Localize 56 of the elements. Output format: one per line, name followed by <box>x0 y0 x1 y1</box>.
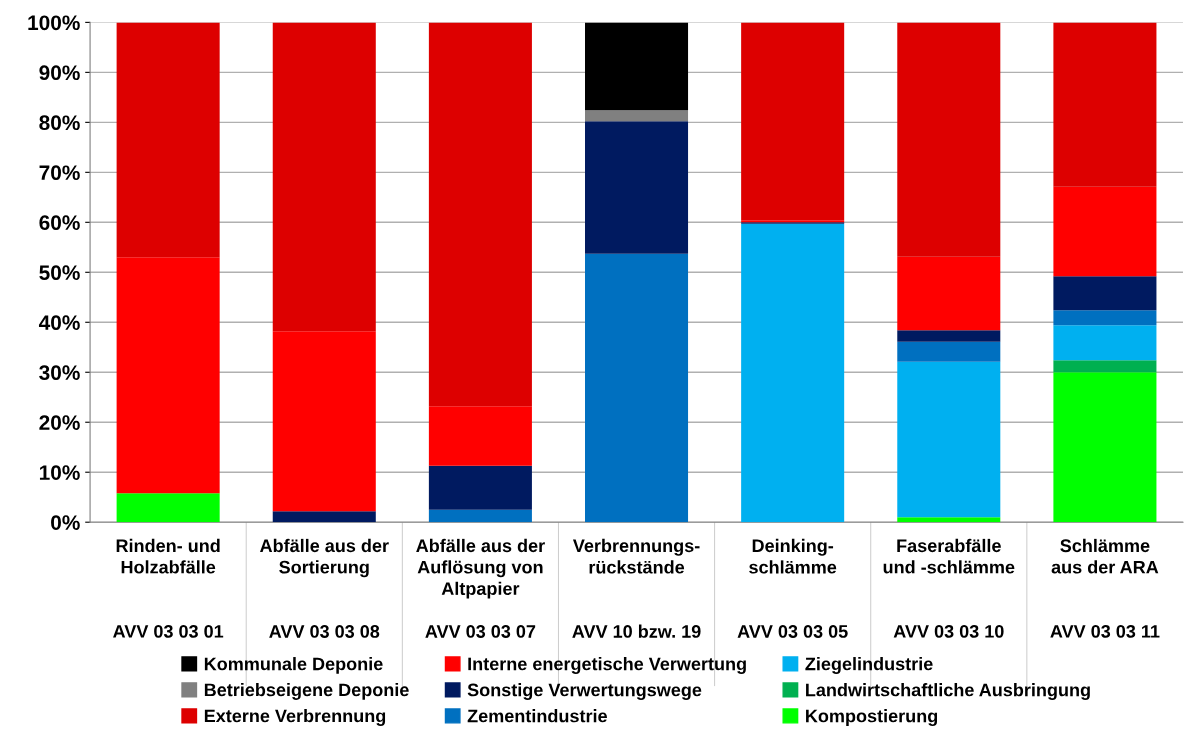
bar <box>897 330 1001 342</box>
bar <box>741 223 845 523</box>
y-tick-label: 20% <box>39 415 80 430</box>
bar <box>428 509 532 523</box>
category-label: Abfälle aus der Sortierung AVV 03 03 08 <box>260 538 389 638</box>
bar <box>116 493 220 523</box>
y-tick-label: 0% <box>51 515 80 530</box>
bar <box>585 253 689 523</box>
y-tick-label: 90% <box>39 65 80 81</box>
bar <box>897 256 1001 331</box>
legend-label: Kommunale Deponie <box>204 657 383 674</box>
bar <box>897 22 1001 257</box>
bar <box>428 22 532 407</box>
y-tick-label: 50% <box>39 265 80 281</box>
bar <box>585 22 689 111</box>
category-label: Faserabfälle und -schlämme AVV 03 03 10 <box>883 538 1015 638</box>
category-label: Schlämme aus der ARA AVV 03 03 11 <box>1050 538 1160 638</box>
bar <box>272 22 376 332</box>
bar <box>272 511 376 523</box>
legend-label: Landwirtschaftliche Ausbringung <box>806 683 1090 700</box>
bar <box>1053 22 1157 187</box>
bar <box>897 361 1001 518</box>
bar <box>1053 186 1157 277</box>
y-tick-label: 60% <box>39 215 80 231</box>
legend-label: Zementindustrie <box>467 709 607 723</box>
bar <box>897 517 1001 523</box>
bar <box>1053 325 1157 361</box>
bar <box>116 22 220 258</box>
category-label: Rinden- und Holzabfälle AVV 03 03 01 <box>113 538 224 638</box>
category-label: Deinking- schlämme AVV 03 03 05 <box>737 538 848 638</box>
category-label: Abfälle aus der Auflösung von Altpapier AVV 03 03 07 <box>416 538 545 638</box>
bar <box>585 110 689 122</box>
y-tick-label: 10% <box>39 465 80 480</box>
bar <box>272 331 376 512</box>
y-tick-label: 80% <box>39 115 80 131</box>
bar <box>428 465 532 510</box>
legend-label: Kompostierung <box>806 709 938 727</box>
y-tick-label: 70% <box>39 165 80 181</box>
bar <box>897 341 1001 362</box>
bar <box>428 406 532 466</box>
bar <box>1053 360 1157 373</box>
legend-label: Sonstige Verwertungswege <box>467 683 702 700</box>
bar <box>585 121 689 254</box>
y-tick-label: 100% <box>28 15 80 31</box>
bar <box>1053 372 1157 523</box>
bar <box>741 22 845 221</box>
legend-label: Interne energetische Verwertung <box>468 657 746 674</box>
legend-label: Ziegelindustrie <box>805 657 933 674</box>
bar <box>1053 310 1157 326</box>
legend-label: Betriebseigene Deponie <box>204 683 409 700</box>
bar <box>1053 276 1157 311</box>
category-label: Verbrennungs- rückstände AVV 10 bzw. 19 <box>572 538 701 638</box>
y-tick-label: 30% <box>39 365 80 381</box>
bar <box>116 257 220 494</box>
y-tick-label: 40% <box>38 315 80 331</box>
legend-label: Externe Verbrennung <box>204 709 386 726</box>
